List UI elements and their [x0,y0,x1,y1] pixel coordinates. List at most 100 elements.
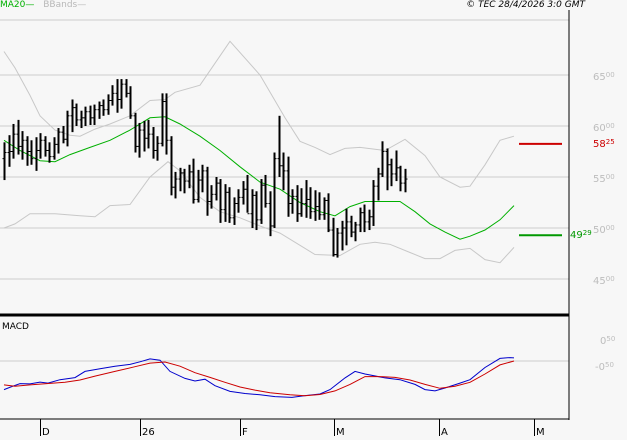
ohlc-bar [290,189,295,214]
legend-bbands: BBands— [43,0,87,10]
price-levels [519,142,562,237]
ohlc-bar [286,156,291,217]
ohlc-bar [205,166,210,216]
ohlc-bar [92,104,97,125]
ohlc-bar [317,192,322,220]
macd-axis-label: 050 [600,335,616,347]
ohlc-bar [88,105,93,125]
ohlc-bar [313,190,318,221]
support-label: 4929 [570,229,592,242]
price-axis-label: 5500 [593,173,615,185]
ohlc-bar [20,131,25,160]
ohlc-bar [25,136,30,166]
ohlc-bar [385,148,390,191]
ohlc-bar [295,185,300,222]
ohlc-bar [277,115,282,177]
ohlc-bar [236,189,241,213]
ohlc-bar [308,187,313,219]
x-axis-label: M [336,427,345,438]
ohlc-bar [344,208,349,246]
ohlc-bar [335,228,340,258]
ma20-polyline [3,116,515,240]
ohlc-bar [367,209,372,231]
ohlc-bar [281,152,286,191]
ohlc-bar [209,185,214,209]
ohlc-bar [142,120,147,152]
ohlc-bar [16,119,21,155]
ohlc-bar [326,193,331,233]
ohlc-bar [79,110,84,129]
ohlc-bar [128,86,133,119]
macd-axis-label: -050 [595,361,614,373]
ohlc-bar [263,174,268,208]
ohlc-bar [151,127,156,159]
ohlc-bar [182,168,187,194]
ohlc-bar [2,142,7,181]
ohlc-bar [115,79,120,113]
price-axis-label: 6500 [593,71,615,83]
ohlc-bar [65,110,70,147]
ohlc-bar [218,179,223,223]
ohlc-bar [232,197,237,225]
legend-ma20: MA20— [0,0,35,10]
ohlc-bar [196,169,201,203]
ohlc-bar [173,171,178,199]
ohlc-bar [97,101,102,119]
x-axis-label: D [42,427,50,438]
ohlc-bar [394,150,399,182]
ohlc-bar [38,133,43,159]
ohlc-bar [272,152,277,228]
price-axis-label: 6000 [593,122,615,134]
ohlc-bar [214,177,219,201]
x-axis-label: M [536,427,545,438]
ohlc-bar [331,217,336,257]
ohlc-bar [299,188,304,217]
ohlc-bar [353,221,358,242]
resistance-label: 5825 [593,137,615,150]
ohlc-bar [340,220,345,251]
ohlc-bar [398,165,403,192]
bb-upper-line [3,40,515,188]
x-axis-label: 26 [142,427,155,438]
ohlc-bar [52,137,57,160]
ohlc-bar [241,181,246,205]
ohlc-bar [376,167,381,201]
price-axis-label: 4500 [593,275,615,287]
x-axis-ticks [40,419,535,436]
ohlc-bar [47,142,52,163]
ohlc-bar [101,99,106,116]
ohlc-bar [227,187,232,223]
ohlc-bar [124,79,129,98]
ohlc-bar [7,135,12,167]
ohlc-bar [254,191,259,231]
signal-line [3,360,515,397]
ohlc-bar [34,137,39,171]
ohlc-bar [349,215,354,238]
ohlc-bar [250,189,255,228]
price-axis-label: 5000 [593,224,615,236]
ohlc-bar [43,136,48,157]
ohlc-bar [137,122,142,158]
ohlc-bar [119,79,124,109]
ohlc-bar [371,180,376,226]
ohlc-bar [178,167,183,192]
ohlc-bar [56,128,61,154]
ohlc-bars [2,79,408,258]
ohlc-bar [160,93,165,147]
ohlc-bar [29,140,34,165]
ohlc-bar [106,94,111,115]
macd-lines [3,357,515,398]
x-axis-label: A [441,427,448,438]
x-axis-label: F [242,427,248,438]
ohlc-bar [358,207,363,233]
ohlc-bar [74,103,79,126]
ohlc-bar [70,99,75,133]
ohlc-bar [187,164,192,189]
ohlc-bar [322,197,327,220]
macd-line [3,357,515,398]
ohlc-bar [362,204,367,233]
ohlc-bar [146,119,151,149]
ohlc-bar [389,158,394,187]
ohlc-bar [245,174,250,215]
ohlc-bar [200,164,205,193]
